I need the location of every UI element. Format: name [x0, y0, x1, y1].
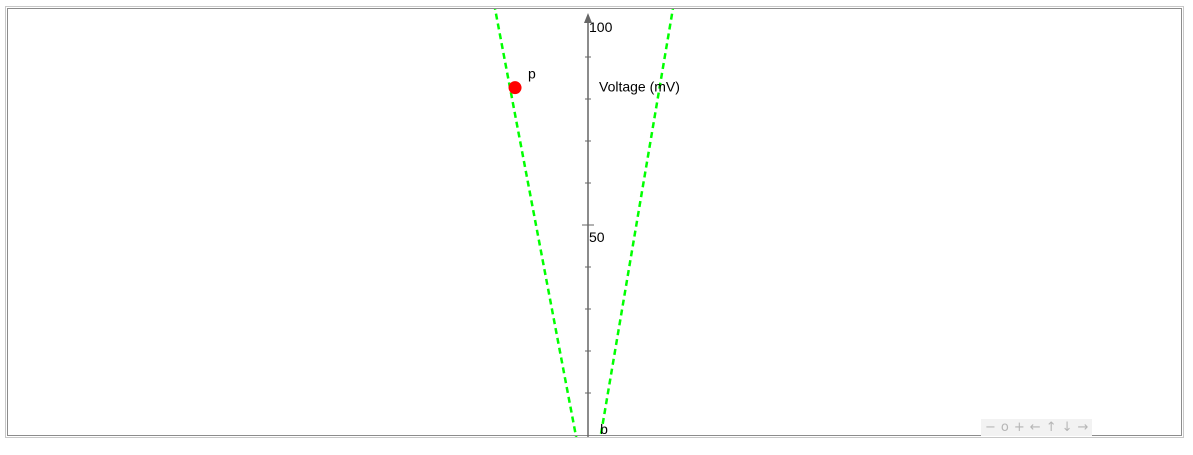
- zoom-in-button[interactable]: +: [1013, 420, 1025, 435]
- annotation-label-b: b: [600, 421, 608, 437]
- y-tick-label: 50: [589, 229, 605, 245]
- y-axis-label: Voltage (mV): [599, 78, 680, 94]
- zoom-reset-button[interactable]: o: [1000, 420, 1009, 435]
- navigation-bar: − o + ← ↑ ↓ →: [981, 419, 1093, 436]
- label-layer: 100 50 Voltage (mV) p b: [528, 19, 680, 437]
- series-line-2: [599, 9, 675, 437]
- point-label-p: p: [528, 66, 536, 82]
- zoom-out-button[interactable]: −: [985, 420, 996, 435]
- pan-right-button[interactable]: →: [1077, 420, 1089, 435]
- pan-left-button[interactable]: ←: [1029, 420, 1041, 435]
- series-line-1: [493, 9, 578, 437]
- y-axis-arrow-icon: [584, 13, 592, 23]
- data-point-p: [508, 81, 522, 95]
- series-layer: [493, 9, 675, 437]
- y-axis: [582, 13, 594, 437]
- pan-up-button[interactable]: ↑: [1045, 420, 1057, 435]
- pan-down-button[interactable]: ↓: [1061, 420, 1073, 435]
- chart-board[interactable]: 100 50 Voltage (mV) p b − o + ← ↑ ↓ →: [5, 6, 1184, 438]
- point-layer: [508, 81, 522, 95]
- chart-plot: 100 50 Voltage (mV) p b: [493, 9, 680, 437]
- y-tick-label: 100: [589, 19, 613, 35]
